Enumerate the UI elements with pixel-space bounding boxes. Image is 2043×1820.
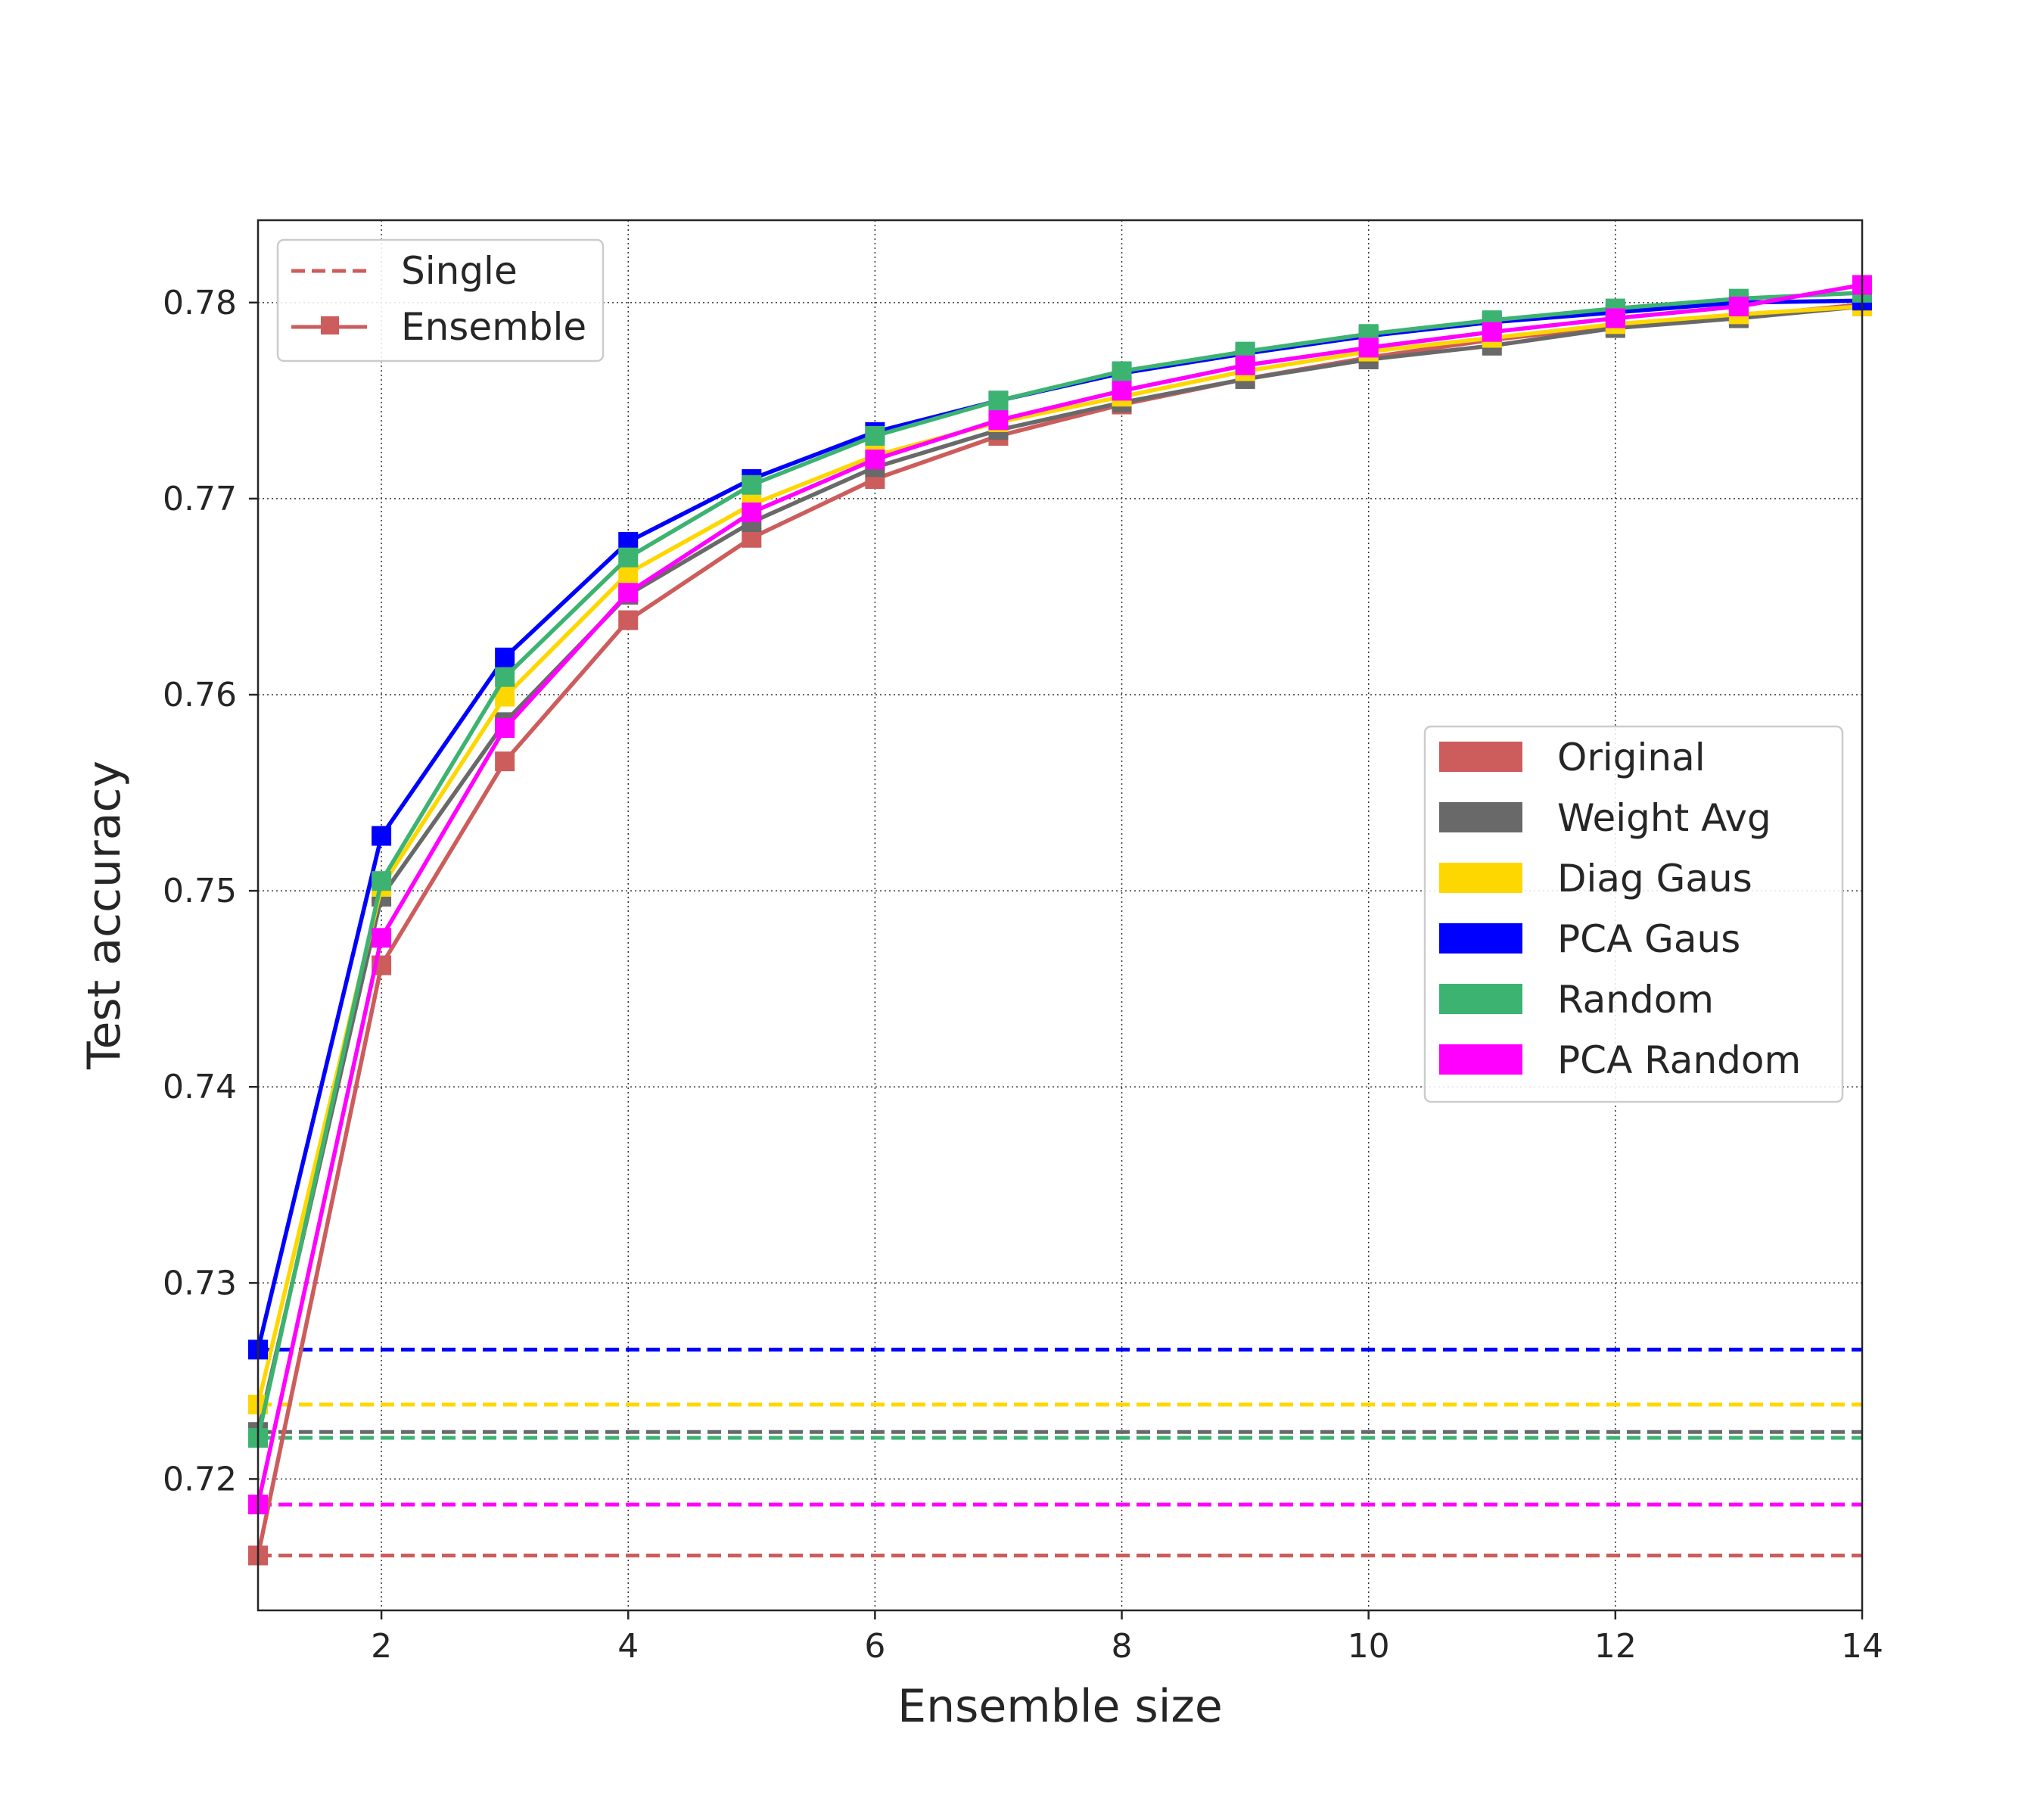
x-tick-label: 12 <box>1594 1627 1637 1666</box>
ensemble-line <box>256 291 1863 1439</box>
ensemble-point <box>1235 355 1255 375</box>
color-legend-label: Weight Avg <box>1557 796 1771 840</box>
ensemble-point <box>618 610 639 630</box>
ensemble-point <box>495 667 515 687</box>
ensemble-point <box>1358 338 1379 358</box>
ensemble-point <box>742 474 762 495</box>
color-legend-label: Original <box>1557 736 1706 779</box>
single-lines <box>258 1347 1862 1557</box>
style-legend: Single Ensemble <box>276 238 605 362</box>
y-tick-label: 0.76 <box>163 676 237 714</box>
ensemble-point <box>372 928 392 948</box>
ensemble-point <box>1112 381 1132 401</box>
y-tick-label: 0.73 <box>163 1264 237 1302</box>
color-legend-box <box>1423 725 1844 1103</box>
style-legend-ensemble-marker <box>321 316 339 334</box>
ensemble-line <box>256 282 1863 1505</box>
y-axis-label: Test accuracy <box>78 761 131 1070</box>
y-tick-label: 0.74 <box>163 1068 237 1106</box>
color-legend-label: Diag Gaus <box>1557 857 1752 901</box>
color-legend-swatch <box>1439 742 1522 772</box>
y-tick-label: 0.72 <box>163 1460 237 1498</box>
color-legend-swatch <box>1439 984 1522 1014</box>
x-tick-label: 4 <box>617 1627 639 1666</box>
ensemble-point <box>988 410 1009 431</box>
ensemble-point <box>495 718 515 739</box>
ensemble-point <box>988 390 1009 411</box>
ensemble-point <box>372 871 392 891</box>
ensemble-point <box>742 502 762 523</box>
x-tick-label: 8 <box>1112 1627 1133 1666</box>
plot-area-frame <box>257 219 1864 1612</box>
axis-ticks: 2 4 6 8 10 12 14 0.72 0.73 0.74 0.75 0.76 0.77 0.78 <box>163 284 1883 1666</box>
color-legend-label: PCA Gaus <box>1557 917 1740 961</box>
x-axis-label: Ensemble size <box>897 1680 1223 1733</box>
color-legend-label: PCA Random <box>1557 1038 1801 1082</box>
style-legend-single-label: Single <box>401 249 518 293</box>
ensemble-point <box>865 450 885 470</box>
x-tick-label: 2 <box>371 1627 392 1666</box>
ensemble-point <box>495 647 515 667</box>
x-tick-label: 6 <box>864 1627 885 1666</box>
ensemble-point <box>495 751 515 772</box>
color-legend: Original Weight Avg Diag Gaus PCA Gaus Rando… <box>1423 725 1844 1103</box>
ensemble-point <box>1482 322 1502 342</box>
color-legend-swatch <box>1439 923 1522 954</box>
color-legend-swatch <box>1439 1044 1522 1075</box>
ensemble-series-group <box>248 275 1872 1515</box>
ensemble-line <box>256 304 1863 1433</box>
ensemble-series <box>248 275 1872 1566</box>
color-legend-label: Random <box>1557 978 1714 1022</box>
y-tick-label: 0.77 <box>163 480 237 518</box>
color-legend-swatch <box>1439 802 1522 832</box>
ensemble-line <box>256 304 1863 1405</box>
y-tick-label: 0.75 <box>163 872 237 910</box>
ensemble-point <box>1605 308 1625 328</box>
x-tick-label: 10 <box>1348 1627 1390 1666</box>
ensemble-point <box>865 426 885 446</box>
ensemble-point <box>618 583 639 603</box>
x-tick-label: 14 <box>1841 1627 1883 1666</box>
ensemble-point <box>1112 361 1132 381</box>
y-tick-label: 0.78 <box>163 284 237 322</box>
style-legend-ensemble-label: Ensemble <box>401 305 586 349</box>
ensemble-point <box>372 826 392 846</box>
ensemble-point <box>618 547 639 568</box>
ensemble-point <box>1728 297 1749 317</box>
color-legend-swatch <box>1439 863 1522 893</box>
